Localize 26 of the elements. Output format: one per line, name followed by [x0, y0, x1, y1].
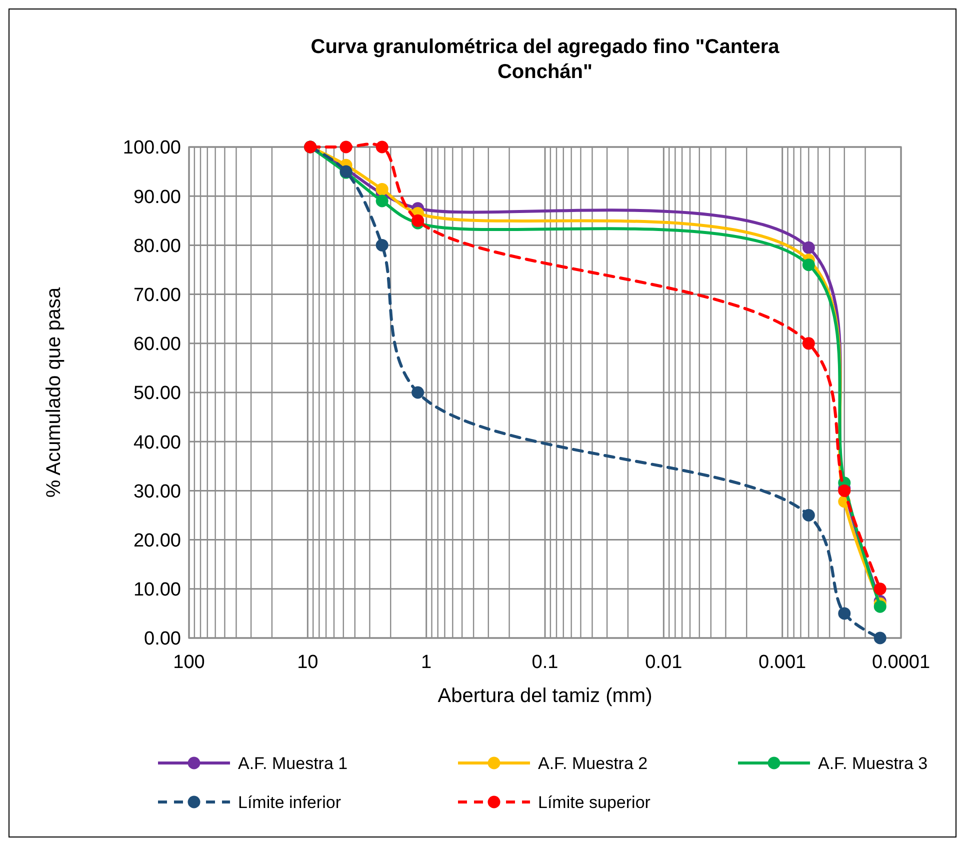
y-tick-label: 10.00	[133, 580, 181, 601]
y-tick-label: 100.00	[122, 138, 181, 159]
y-tick-label: 50.00	[133, 383, 181, 404]
y-tick-label: 70.00	[133, 284, 181, 306]
chart-title: Curva granulométrica del agregado fino "Cantera Conchán"	[310, 36, 780, 83]
x-tick-label: 0.001	[758, 652, 806, 673]
x-tick-label: 0.1	[532, 652, 558, 673]
x-tick-label: 100	[173, 652, 205, 673]
legend-label: A.F. Muestra 1	[238, 754, 348, 773]
x-tick-label: 10	[297, 652, 318, 673]
x-tick-label: 1	[421, 652, 432, 673]
y-tick-label: 40.00	[133, 432, 181, 454]
y-tick-label: 80.00	[133, 236, 181, 257]
x-axis-title: Abertura del tamiz (mm)	[438, 685, 652, 707]
x-tick-label: 0.0001	[872, 652, 930, 673]
x-tick-label: 0.01	[645, 652, 682, 673]
legend-label: Límite superior	[538, 792, 651, 812]
y-tick-label: 30.00	[133, 481, 181, 502]
y-tick-label: 90.00	[133, 186, 181, 208]
legend-label: Límite inferior	[238, 792, 342, 812]
y-tick-label: 0.00	[144, 628, 181, 650]
y-tick-label: 20.00	[133, 530, 181, 552]
legend-label: A.F. Muestra 3	[818, 754, 928, 773]
legend-label: A.F. Muestra 2	[538, 754, 648, 773]
y-axis-title: % Acumulado que pasa	[43, 286, 65, 498]
y-tick-label: 60.00	[133, 334, 181, 356]
